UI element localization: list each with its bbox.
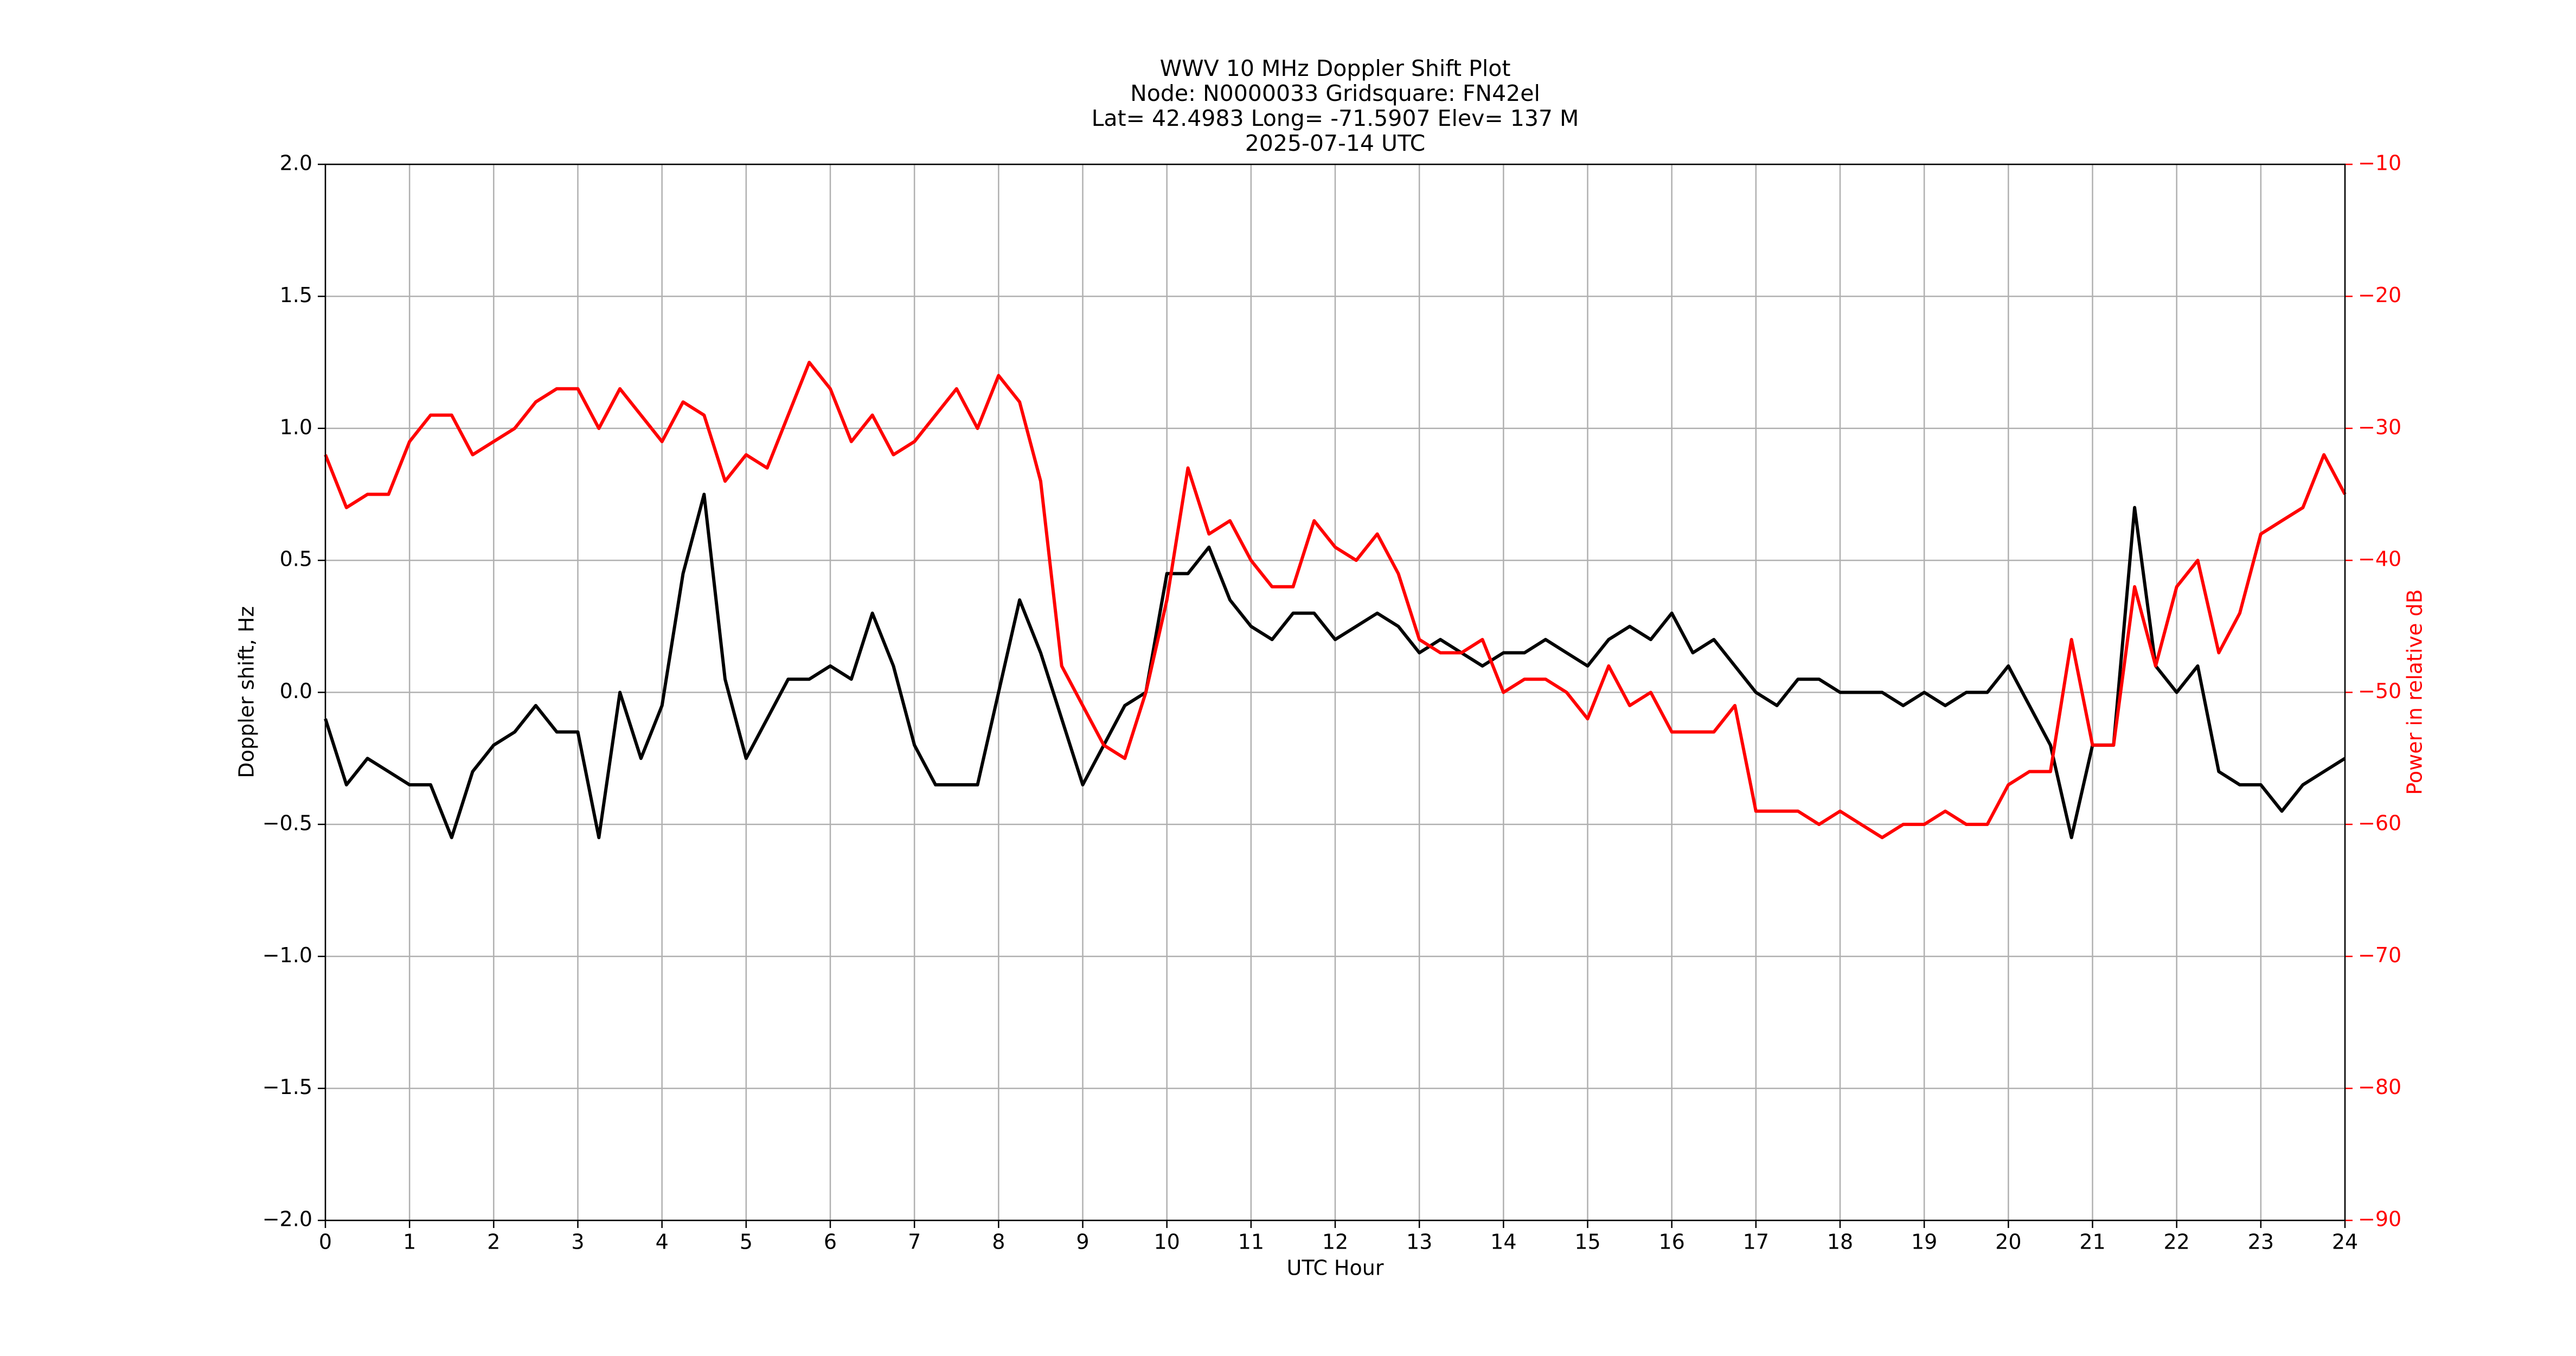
- y2-tick-label: −10: [2358, 151, 2401, 175]
- x-tick-label: 2: [487, 1230, 500, 1254]
- y-axis-label: Doppler shift, Hz: [235, 606, 259, 778]
- x-tick-label: 3: [571, 1230, 584, 1254]
- y2-tick-label: −40: [2358, 547, 2401, 571]
- y-tick-label: −1.0: [262, 943, 312, 967]
- x-axis-label: UTC Hour: [1287, 1256, 1384, 1280]
- x-tick-label: 15: [1574, 1230, 1600, 1254]
- x-tick-label: 21: [2079, 1230, 2105, 1254]
- x-tick-label: 22: [2163, 1230, 2189, 1254]
- x-tick-label: 9: [1076, 1230, 1089, 1254]
- y-tick-label: 2.0: [280, 151, 312, 175]
- y-tick-label: −0.5: [262, 811, 312, 835]
- y2-axis-label: Power in relative dB: [2403, 589, 2427, 795]
- x-tick-label: 12: [1322, 1230, 1348, 1254]
- title-line: Lat= 42.4983 Long= -71.5907 Elev= 137 M: [1092, 105, 1579, 131]
- x-tick-label: 8: [992, 1230, 1005, 1254]
- x-tick-label: 7: [908, 1230, 921, 1254]
- x-tick-label: 13: [1406, 1230, 1432, 1254]
- plot-frame: [324, 163, 2346, 1221]
- y2-tick-label: −20: [2358, 283, 2401, 307]
- y2-tick-label: −90: [2358, 1207, 2401, 1231]
- y2-tick-label: −30: [2358, 415, 2401, 439]
- x-tick-label: 16: [1658, 1230, 1684, 1254]
- title-line: 2025-07-14 UTC: [1245, 130, 1426, 156]
- y-tick-label: 1.5: [280, 283, 312, 307]
- x-tick-label: 0: [319, 1230, 332, 1254]
- y-tick-label: −2.0: [262, 1207, 312, 1231]
- y2-tick-label: −50: [2358, 679, 2401, 703]
- x-tick-label: 20: [1995, 1230, 2021, 1254]
- x-tick-label: 6: [824, 1230, 837, 1254]
- x-tick-label: 5: [740, 1230, 753, 1254]
- data-line: [324, 361, 2347, 840]
- x-tick-label: 17: [1743, 1230, 1769, 1254]
- x-tick-label: 1: [403, 1230, 416, 1254]
- y2-tick-label: −70: [2358, 943, 2401, 967]
- title-line: WWV 10 MHz Doppler Shift Plot: [1160, 55, 1511, 81]
- y-tick-label: −1.5: [262, 1075, 312, 1099]
- y-tick-label: 0.5: [280, 547, 312, 571]
- x-tick-label: 24: [2332, 1230, 2358, 1254]
- title-line: Node: N0000033 Gridsquare: FN42el: [1130, 80, 1540, 106]
- x-tick-label: 14: [1490, 1230, 1516, 1254]
- y2-tick-label: −80: [2358, 1075, 2401, 1099]
- x-tick-label: 19: [1911, 1230, 1937, 1254]
- x-tick-label: 18: [1827, 1230, 1853, 1254]
- x-tick-label: 10: [1154, 1230, 1180, 1254]
- x-tick-label: 11: [1238, 1230, 1264, 1254]
- y2-tick-label: −60: [2358, 811, 2401, 835]
- x-tick-label: 23: [2248, 1230, 2274, 1254]
- data-line: [324, 492, 2346, 840]
- x-tick-label: 4: [656, 1230, 669, 1254]
- y-tick-label: 1.0: [280, 415, 312, 439]
- y-tick-label: 0.0: [280, 679, 312, 703]
